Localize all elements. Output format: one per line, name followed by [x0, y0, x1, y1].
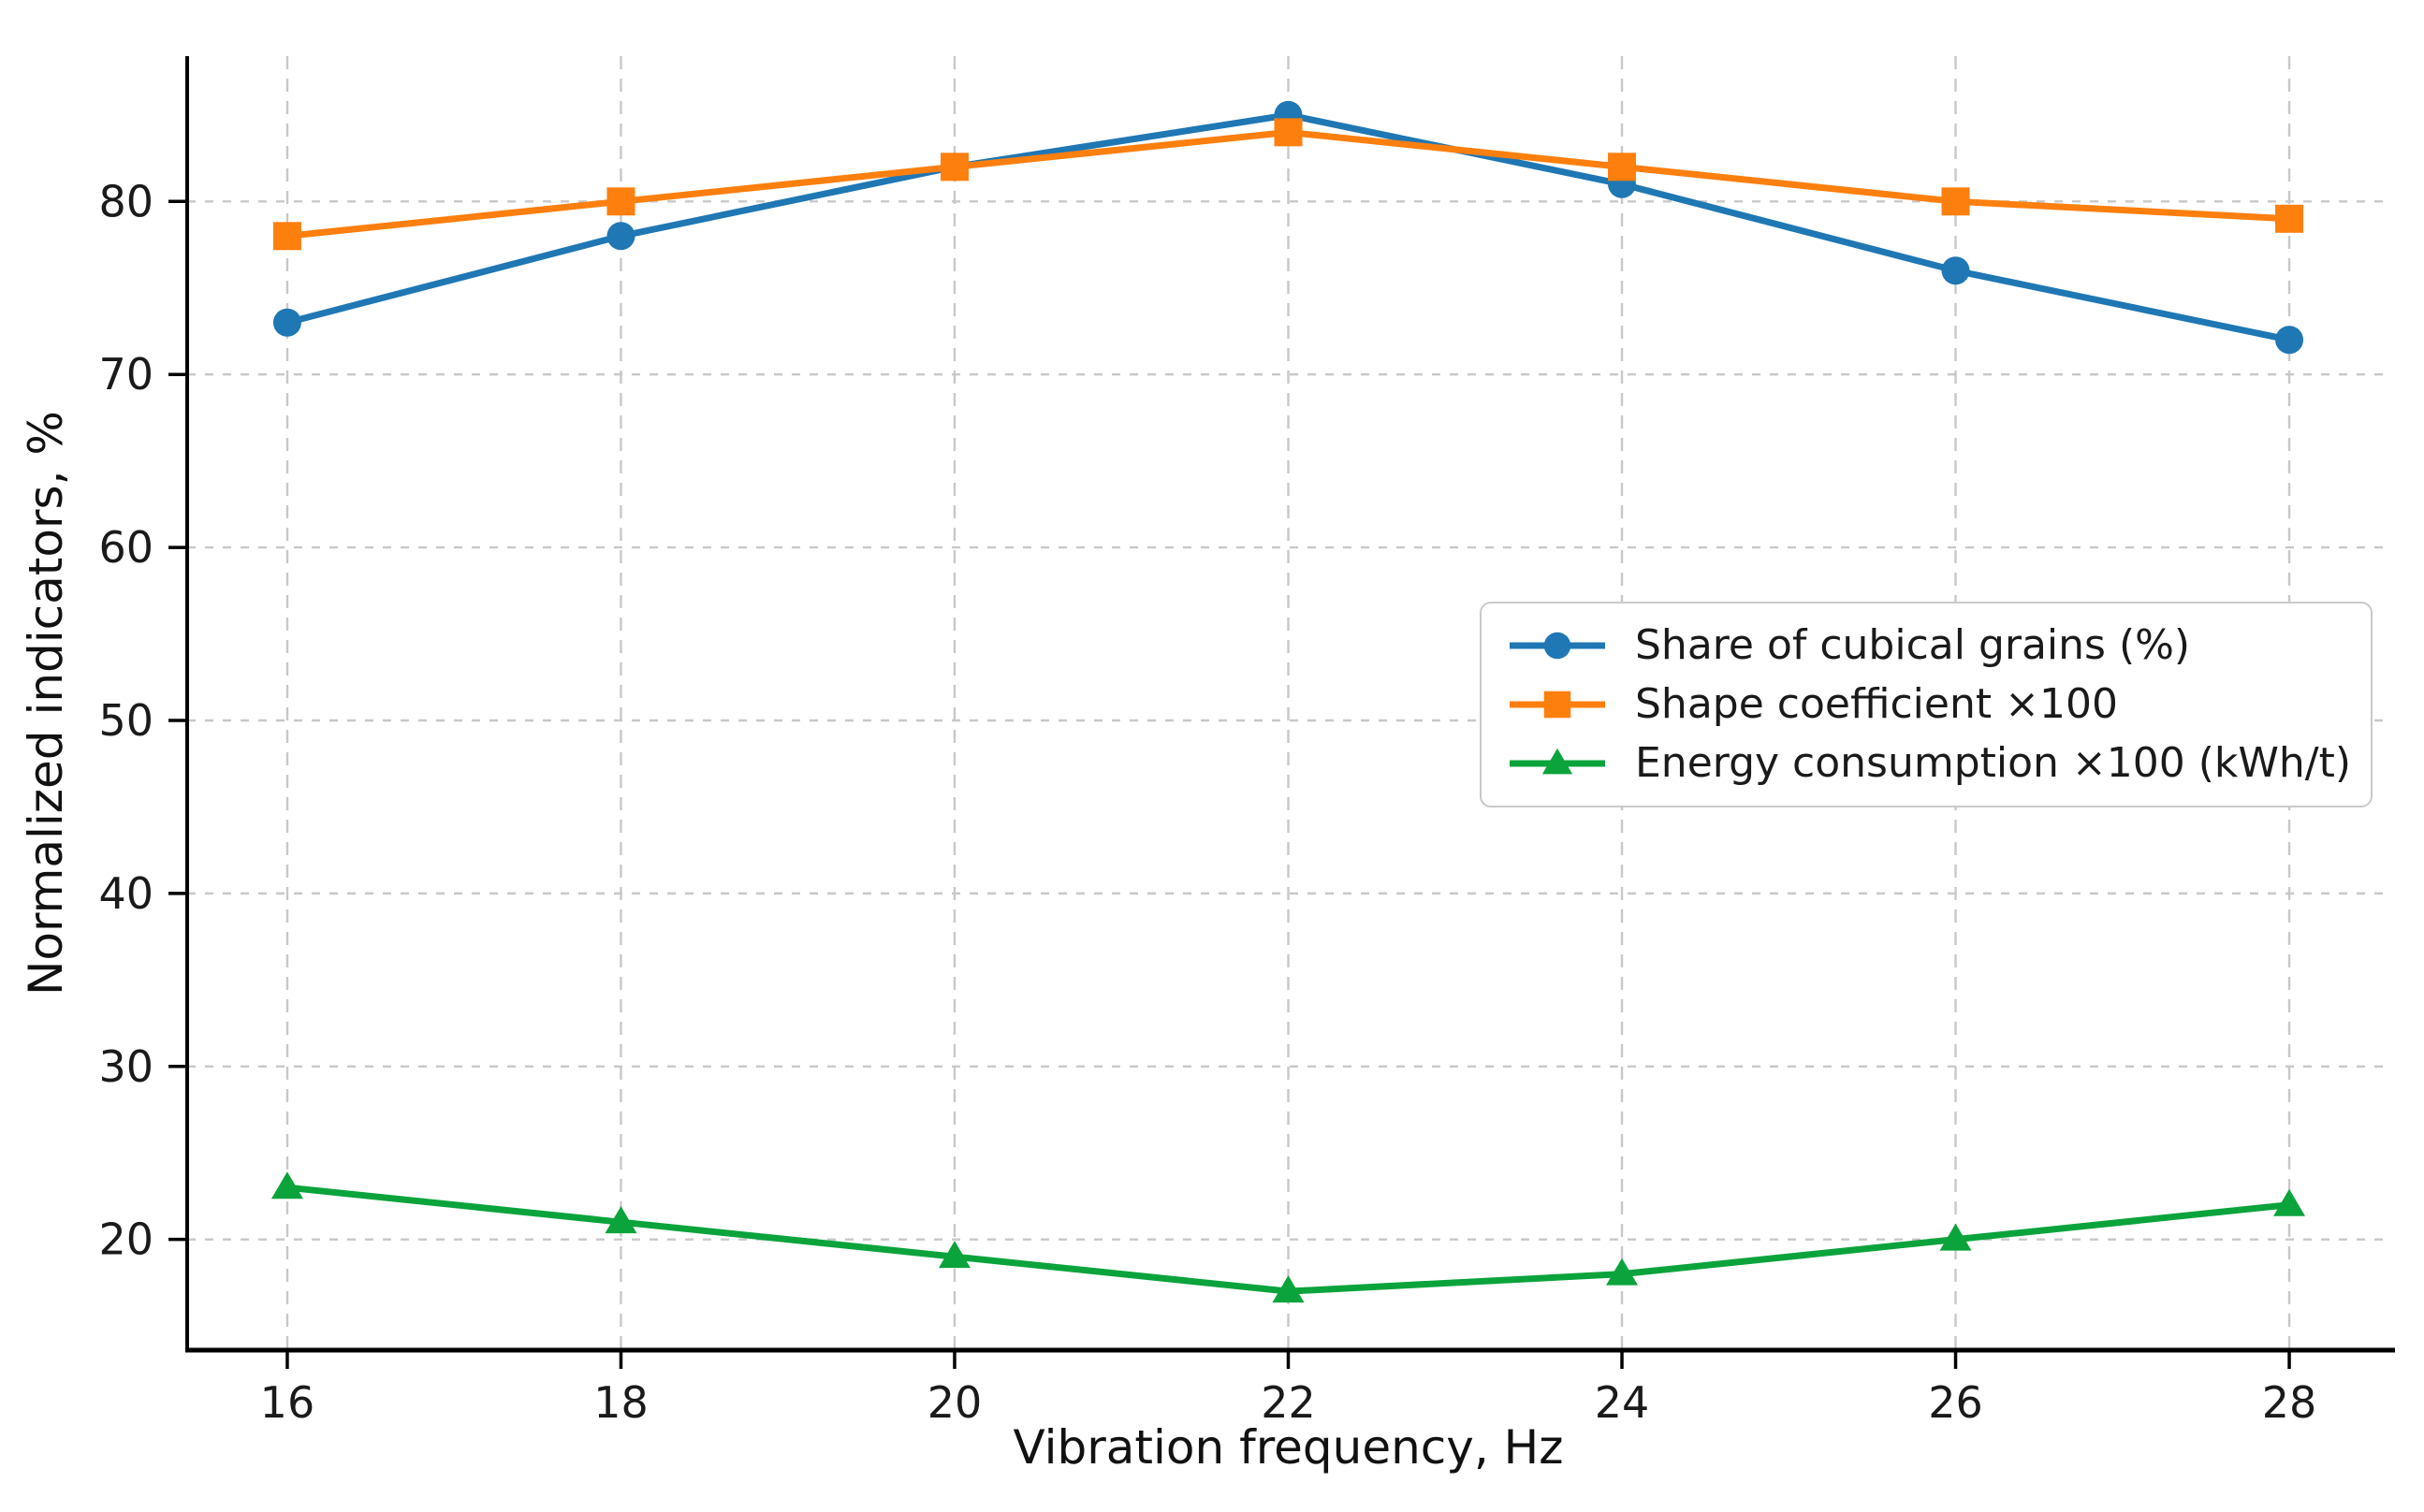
- y-tick-label: 70: [98, 349, 153, 400]
- square-marker-icon: [1543, 691, 1571, 719]
- legend-item-label: Share of cubical grains (%): [1635, 621, 2191, 670]
- triangle-marker-icon: [938, 1241, 971, 1269]
- triangle-marker-icon: [270, 1171, 303, 1199]
- x-axis-title: Vibration frequency, Hz: [1013, 1420, 1564, 1475]
- square-marker-icon: [1941, 187, 1970, 216]
- triangle-marker-icon: [605, 1206, 637, 1234]
- y-tick-label: 40: [98, 868, 153, 919]
- legend-item-label: Energy consumption ×100 (kWh/t): [1635, 738, 2352, 787]
- series-shape-coefficient-100: [272, 118, 2304, 251]
- triangle-marker-icon: [1510, 748, 1605, 775]
- legend-item-label: Shape coefficient ×100: [1635, 679, 2118, 728]
- x-tick-label: 18: [593, 1377, 649, 1428]
- legend-item: Energy consumption ×100 (kWh/t): [1508, 741, 2352, 786]
- triangle-marker-icon: [2273, 1188, 2306, 1216]
- y-tick-label: 20: [98, 1214, 153, 1265]
- x-tick-label: 26: [1928, 1377, 1983, 1428]
- legend: Share of cubical grains (%) Shape coeffi…: [1480, 602, 2373, 807]
- circle-marker-icon: [2275, 326, 2304, 355]
- x-tick-label: 24: [1595, 1377, 1650, 1428]
- triangle-marker-icon: [1606, 1258, 1639, 1286]
- x-tick-label: 16: [260, 1377, 315, 1428]
- y-tick-label: 30: [98, 1041, 153, 1092]
- x-tick-label: 20: [927, 1377, 983, 1428]
- square-marker-icon: [940, 153, 969, 182]
- x-tick-label: 28: [2262, 1377, 2317, 1428]
- triangle-marker-icon: [1272, 1275, 1305, 1303]
- square-marker-icon: [2275, 204, 2304, 233]
- triangle-marker-icon: [1939, 1223, 1972, 1251]
- y-axis-title: Normalized indicators, %: [19, 411, 73, 996]
- legend-item: Share of cubical grains (%): [1508, 623, 2352, 668]
- square-marker-icon: [1510, 691, 1605, 719]
- x-tick-label: 22: [1261, 1377, 1316, 1428]
- y-tick-label: 60: [98, 522, 153, 573]
- circle-marker-icon: [1543, 632, 1571, 660]
- triangle-marker-icon: [1541, 748, 1573, 775]
- square-marker-icon: [1274, 118, 1303, 147]
- circle-marker-icon: [1510, 632, 1605, 660]
- square-marker-icon: [272, 222, 301, 251]
- axis-ticks: 16 18 20 22 24 26 28 20 30 40 50 60 70 80: [98, 176, 2316, 1428]
- series-energy-consumption-100-kwh-t: [270, 1171, 2306, 1303]
- legend-item: Shape coefficient ×100: [1508, 682, 2352, 727]
- circle-marker-icon: [1941, 256, 1970, 285]
- square-marker-icon: [1608, 153, 1637, 182]
- circle-marker-icon: [272, 308, 301, 337]
- square-marker-icon: [606, 187, 635, 216]
- y-tick-label: 80: [98, 176, 153, 226]
- y-tick-label: 50: [98, 695, 153, 746]
- circle-marker-icon: [606, 222, 635, 251]
